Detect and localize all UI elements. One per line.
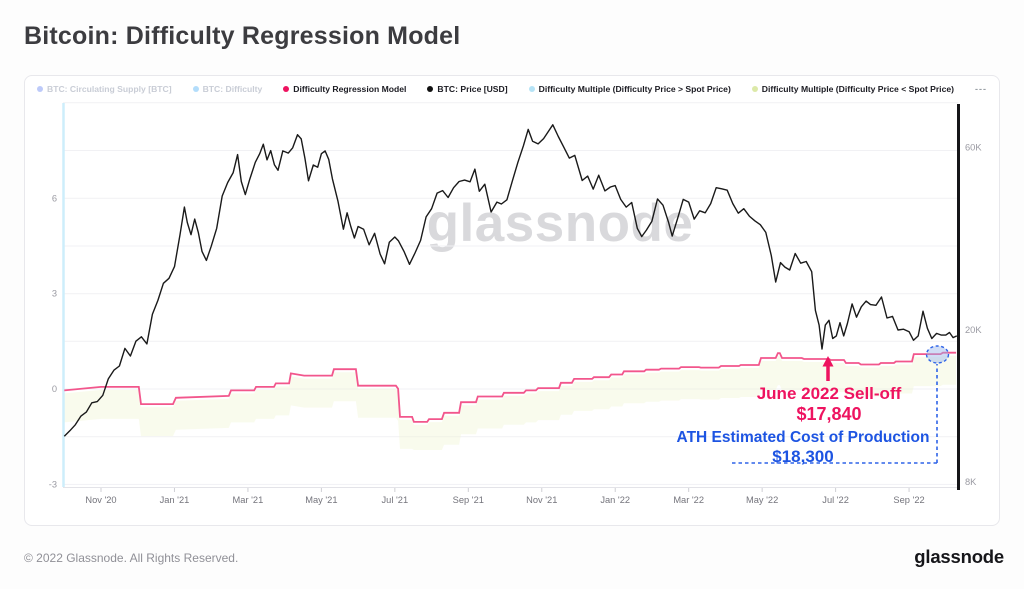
y-left-tick-label: 6	[52, 193, 57, 203]
annotation-june-line1: June 2022 Sell-off	[756, 384, 902, 403]
ath-highlight-ellipse	[925, 345, 950, 364]
legend-more-menu-icon[interactable]: ---	[974, 84, 987, 94]
legend-item-label: Difficulty Multiple (Difficulty Price > …	[538, 84, 731, 94]
x-tick-label: Jul '21	[382, 495, 409, 505]
x-tick-label: Nov '21	[526, 495, 557, 505]
page-title: Bitcoin: Difficulty Regression Model	[24, 22, 461, 50]
legend-dot-icon	[192, 86, 199, 92]
legend-item-label: BTC: Price [USD]	[437, 84, 508, 94]
chart-card: glassnode Nov '20 Jan '21 Mar '21 May '21 Ju…	[24, 75, 1000, 526]
legend-item-label: Difficulty Multiple (Difficulty Price < …	[761, 84, 954, 94]
june-selloff-arrowhead-icon	[822, 356, 834, 367]
annotation-ath-line2: $18,300	[772, 447, 834, 467]
legend-item-4[interactable]: Difficulty Multiple (Difficulty Price > …	[528, 84, 731, 94]
difficulty-multiple-band	[64, 355, 957, 450]
glassnode-logo: glassnode	[914, 546, 1004, 567]
legend-item-label: BTC: Difficulty	[202, 84, 263, 94]
x-tick-label: Jan '21	[160, 495, 190, 505]
legend-item-2[interactable]: Difficulty Regression Model	[283, 84, 406, 94]
glassnode-watermark: glassnode	[426, 194, 694, 253]
legend-dot-icon	[751, 86, 758, 92]
annotation-june-2022-selloff: June 2022 Sell-off $17,840	[719, 384, 939, 425]
y-right-tick-label: 60K	[965, 143, 982, 153]
legend-item-label: BTC: Circulating Supply [BTC]	[47, 84, 172, 94]
x-tick-label: May '22	[746, 495, 778, 505]
y-right-tick-label: 20K	[965, 325, 982, 335]
chart-plot-area[interactable]: Nov '20 Jan '21 Mar '21 May '21 Jul '21 Sep '…	[25, 76, 999, 525]
x-tick-label: Sep '21	[453, 495, 484, 505]
btc-price-line	[63, 124, 958, 437]
footer-copyright: © 2022 Glassnode. All Rights Reserved.	[24, 551, 239, 565]
legend-dot-icon	[528, 86, 535, 92]
legend-dot-icon	[283, 86, 290, 92]
annotation-ath-cost: ATH Estimated Cost of Production $18,300	[668, 429, 938, 467]
x-tick-label: Jan '22	[600, 495, 630, 505]
annotation-ath-line1: ATH Estimated Cost of Production	[676, 429, 930, 446]
y-right-tick-label: 8K	[965, 477, 977, 487]
legend-item-label: Difficulty Regression Model	[293, 84, 407, 94]
x-tick-label: Jul '22	[822, 495, 849, 505]
annotation-june-line2: $17,840	[796, 404, 862, 425]
legend-item-3[interactable]: BTC: Price [USD]	[427, 84, 508, 94]
legend-item-0[interactable]: BTC: Circulating Supply [BTC]	[37, 84, 172, 94]
x-tick-label: Mar '21	[233, 495, 264, 505]
y-left-tick-label: 0	[52, 384, 57, 394]
x-tick-label: Mar '22	[673, 495, 704, 505]
legend-item-1[interactable]: BTC: Difficulty	[192, 84, 263, 94]
y-left-tick-label: 3	[52, 289, 57, 299]
legend-item-5[interactable]: Difficulty Multiple (Difficulty Price < …	[751, 84, 954, 94]
legend-dot-icon	[427, 86, 434, 92]
chart-legend: BTC: Circulating Supply [BTC] BTC: Diffic…	[37, 84, 987, 94]
x-tick-label: Sep '22	[893, 495, 924, 505]
y-left-tick-label: -3	[49, 479, 57, 489]
x-tick-label: May '21	[305, 495, 337, 505]
legend-dot-icon	[37, 86, 43, 92]
x-tick-label: Nov '20	[85, 495, 116, 505]
